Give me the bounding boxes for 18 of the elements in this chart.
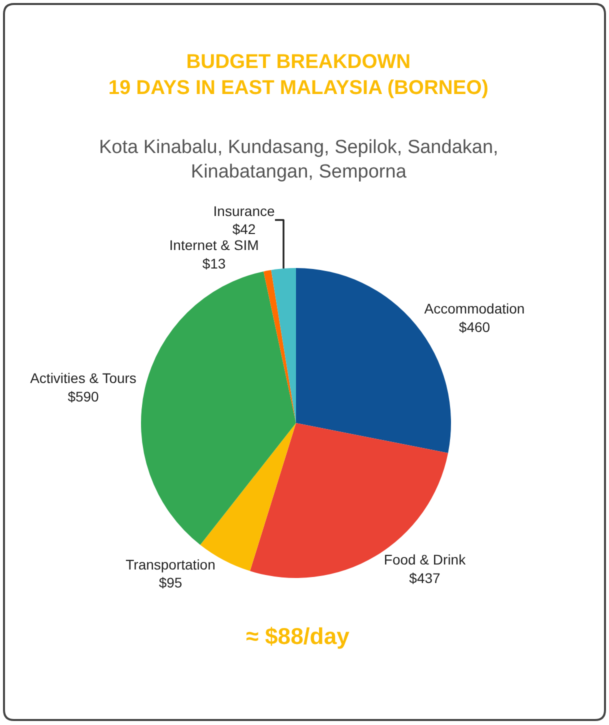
data-label: $590 [68,388,100,404]
slice-label: Food & Drink [384,552,467,568]
data-label: $437 [409,570,441,586]
data-label: $460 [458,318,490,335]
pie-slice [264,270,296,423]
slice-label: Transportation [126,556,216,573]
data-label: $95 [158,574,182,591]
chart-subtitle: Kota Kinabalu, Kundasang, Sepilok, Sandakan, Kinabatangan, Semporna [99,137,498,183]
chart-title: BUDGET BREAKDOWN 19 DAYS IN EAST MALAYSIA (BORNEO) [108,51,488,99]
pie-slice [141,271,296,545]
slice-label: Internet & SIM [169,237,259,254]
slice-label: Insurance [213,202,275,219]
text: ≈ $88/day [246,623,350,649]
data-label: $42 [232,221,256,238]
pie-slice [271,268,296,423]
slice-label: Accommodation [424,300,525,317]
data-label: $13 [202,255,226,272]
slice-label: Activities & Tours [30,370,136,386]
